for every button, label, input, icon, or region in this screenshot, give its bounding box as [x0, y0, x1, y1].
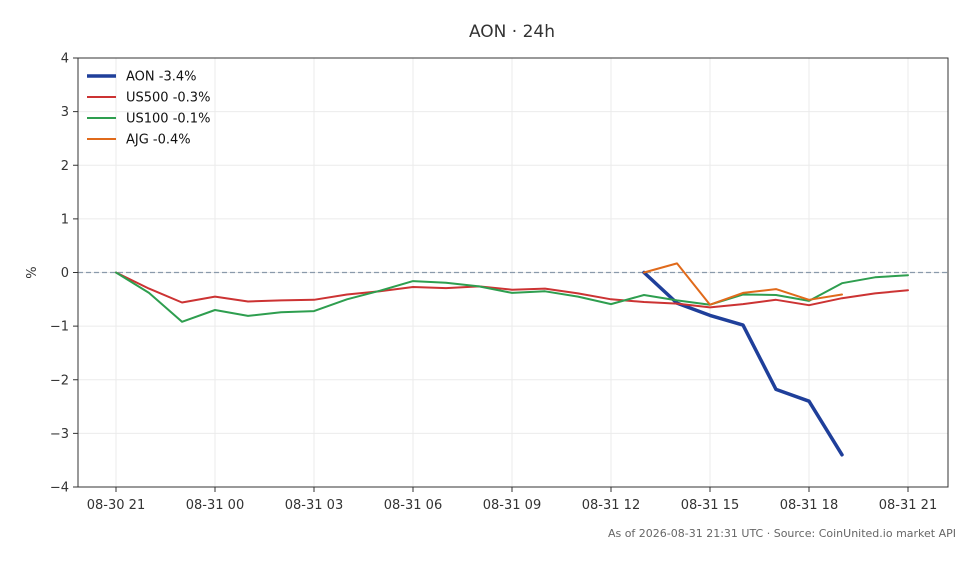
x-tick-label: 08-31 15: [681, 498, 739, 513]
x-tick-label: 08-31 00: [186, 498, 244, 513]
series-line-1: [115, 271, 909, 309]
x-tick-label: 08-31 21: [879, 498, 937, 513]
y-tick-label: 4: [61, 52, 69, 67]
y-tick-label: 0: [61, 266, 69, 281]
x-tick-label: 08-31 09: [483, 498, 541, 513]
x-tick-label: 08-31 06: [384, 498, 442, 513]
y-tick-label: −4: [50, 481, 69, 496]
x-axis: 08-30 21 08-31 00 08-31 03 08-31 06 08-31 09…: [87, 487, 937, 513]
x-tick-label: 08-30 21: [87, 498, 145, 513]
y-axis-label: %: [25, 266, 40, 278]
series-layer: [115, 262, 909, 457]
y-tick-label: 2: [61, 159, 69, 174]
y-tick-label: 3: [61, 105, 69, 120]
series-line-2: [115, 271, 909, 323]
chart-title: AON · 24h: [469, 22, 555, 42]
y-tick-label: −1: [50, 320, 69, 335]
legend-label-2: US100 -0.1%: [126, 112, 210, 127]
x-tick-label: 08-31 18: [780, 498, 838, 513]
y-tick-label: −2: [50, 373, 69, 388]
y-tick-label: 1: [61, 212, 69, 227]
source-footnote: As of 2026-08-31 21:31 UTC · Source: Coi…: [608, 527, 956, 540]
legend-label-0: AON -3.4%: [126, 70, 196, 85]
legend-label-3: AJG -0.4%: [126, 133, 191, 148]
series-line-3: [643, 262, 843, 306]
y-tick-label: −3: [50, 427, 69, 442]
y-axis: 4 3 2 1 0 −1 −2 −3 −4: [50, 52, 78, 496]
x-tick-label: 08-31 03: [285, 498, 343, 513]
legend-label-1: US500 -0.3%: [126, 91, 210, 106]
legend: AON -3.4% US500 -0.3% US100 -0.1% AJG -0.4%: [87, 70, 210, 148]
x-tick-label: 08-31 12: [582, 498, 640, 513]
